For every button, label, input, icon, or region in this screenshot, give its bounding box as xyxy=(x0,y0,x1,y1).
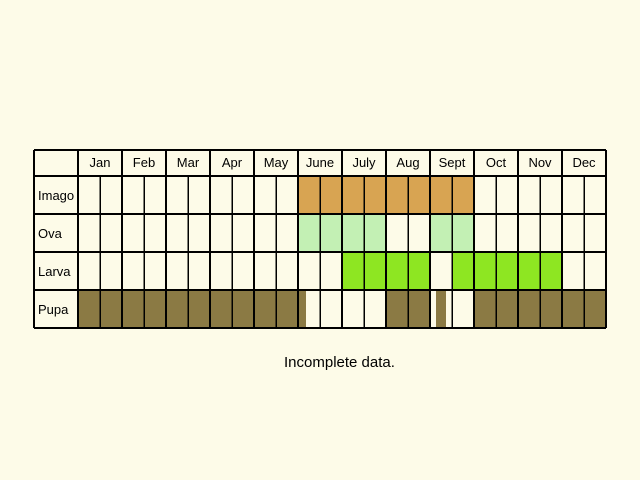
cell-ova-13 xyxy=(364,214,386,252)
cell-imago-14 xyxy=(386,176,408,214)
cell-pupa-partial-1 xyxy=(436,290,446,328)
month-header: Jan Feb Mar Apr May June July Aug Sept Oct Nov Dec xyxy=(90,155,597,170)
month-label-1: Feb xyxy=(133,155,155,170)
stage-label-ova: Ova xyxy=(38,226,63,241)
incomplete-data-note: Incomplete data. xyxy=(284,354,395,371)
cell-imago-17 xyxy=(452,176,474,214)
grid-lines xyxy=(33,149,607,329)
cell-larva-20 xyxy=(518,252,540,290)
cell-imago-12 xyxy=(342,176,364,214)
cell-pupa-22 xyxy=(562,290,584,328)
cell-larva-18 xyxy=(474,252,496,290)
month-label-2: Mar xyxy=(177,155,200,170)
month-label-0: Jan xyxy=(90,155,111,170)
cell-imago-13 xyxy=(364,176,386,214)
stage-label-larva: Larva xyxy=(38,264,71,279)
stage-label-imago: Imago xyxy=(38,188,74,203)
cell-pupa-18 xyxy=(474,290,496,328)
cell-pupa-6 xyxy=(210,290,232,328)
stage-label-pupa: Pupa xyxy=(38,302,69,317)
cell-pupa-7 xyxy=(232,290,254,328)
month-label-9: Oct xyxy=(486,155,507,170)
cell-pupa-23 xyxy=(584,290,606,328)
cell-pupa-0 xyxy=(78,290,100,328)
month-label-3: Apr xyxy=(222,155,243,170)
cell-ova-17 xyxy=(452,214,474,252)
cell-larva-12 xyxy=(342,252,364,290)
cell-pupa-partial-0 xyxy=(298,290,306,328)
cell-pupa-14 xyxy=(386,290,408,328)
cell-larva-13 xyxy=(364,252,386,290)
cell-ova-12 xyxy=(342,214,364,252)
month-label-11: Dec xyxy=(572,155,596,170)
stage-labels: Imago Ova Larva Pupa xyxy=(38,188,74,317)
cell-pupa-21 xyxy=(540,290,562,328)
cell-larva-19 xyxy=(496,252,518,290)
month-label-7: Aug xyxy=(396,155,419,170)
stage-cells xyxy=(78,176,606,328)
cell-larva-15 xyxy=(408,252,430,290)
cell-pupa-9 xyxy=(276,290,298,328)
cell-pupa-8 xyxy=(254,290,276,328)
cell-pupa-19 xyxy=(496,290,518,328)
month-label-10: Nov xyxy=(528,155,552,170)
cell-imago-16 xyxy=(430,176,452,214)
cell-imago-10 xyxy=(298,176,320,214)
cell-pupa-5 xyxy=(188,290,210,328)
cell-pupa-20 xyxy=(518,290,540,328)
cell-pupa-2 xyxy=(122,290,144,328)
month-label-8: Sept xyxy=(439,155,466,170)
cell-ova-10 xyxy=(298,214,320,252)
cell-pupa-3 xyxy=(144,290,166,328)
month-label-6: July xyxy=(352,155,376,170)
cell-larva-14 xyxy=(386,252,408,290)
cell-imago-15 xyxy=(408,176,430,214)
cell-pupa-1 xyxy=(100,290,122,328)
cell-pupa-15 xyxy=(408,290,430,328)
cell-ova-11 xyxy=(320,214,342,252)
month-label-4: May xyxy=(264,155,289,170)
cell-larva-17 xyxy=(452,252,474,290)
cell-larva-21 xyxy=(540,252,562,290)
cell-pupa-4 xyxy=(166,290,188,328)
cell-imago-11 xyxy=(320,176,342,214)
cell-ova-16 xyxy=(430,214,452,252)
month-label-5: June xyxy=(306,155,334,170)
